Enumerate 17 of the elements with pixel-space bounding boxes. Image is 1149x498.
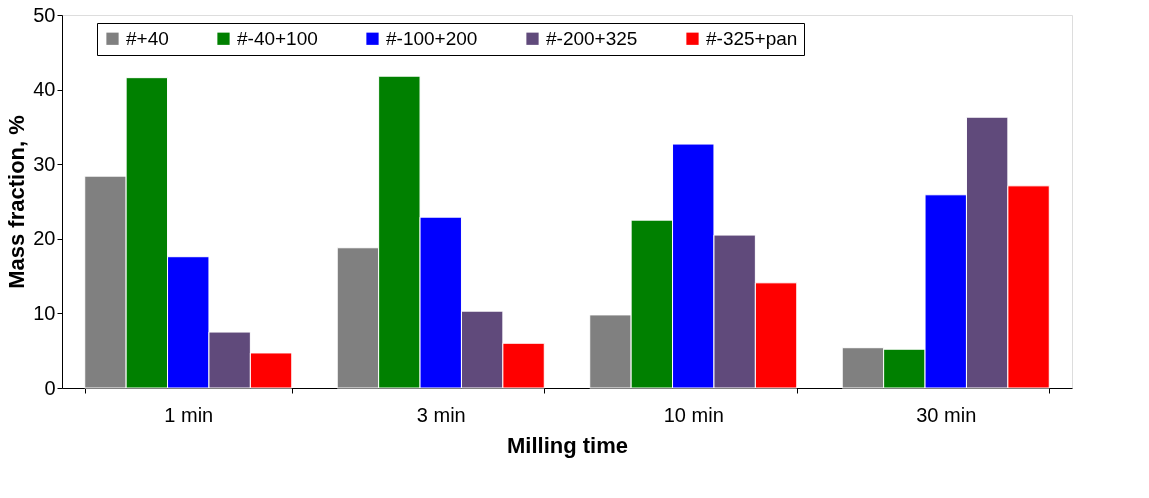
y-axis-title: Mass fraction, % [4, 115, 30, 289]
y-tick-label: 0 [44, 376, 56, 399]
y-tick-label: 10 [33, 301, 56, 324]
y-tick-label: 30 [33, 152, 56, 175]
legend-label: #+40 [126, 27, 169, 49]
x-tick-label: 1 min [164, 403, 214, 426]
legend-label: #-200+325 [546, 27, 638, 49]
x-tick-label: 10 min [663, 403, 724, 426]
y-tick-label: 50 [33, 3, 56, 26]
legend-label: #-100+200 [386, 27, 478, 49]
y-tick-label: 20 [33, 227, 56, 250]
y-tick-label: 40 [33, 78, 56, 101]
legend-label: #-325+pan [706, 27, 798, 49]
x-axis-title: Milling time [507, 432, 628, 458]
legend-label: #-40+100 [237, 27, 318, 49]
x-tick-label: 3 min [416, 403, 466, 426]
x-tick-label: 30 min [916, 403, 977, 426]
